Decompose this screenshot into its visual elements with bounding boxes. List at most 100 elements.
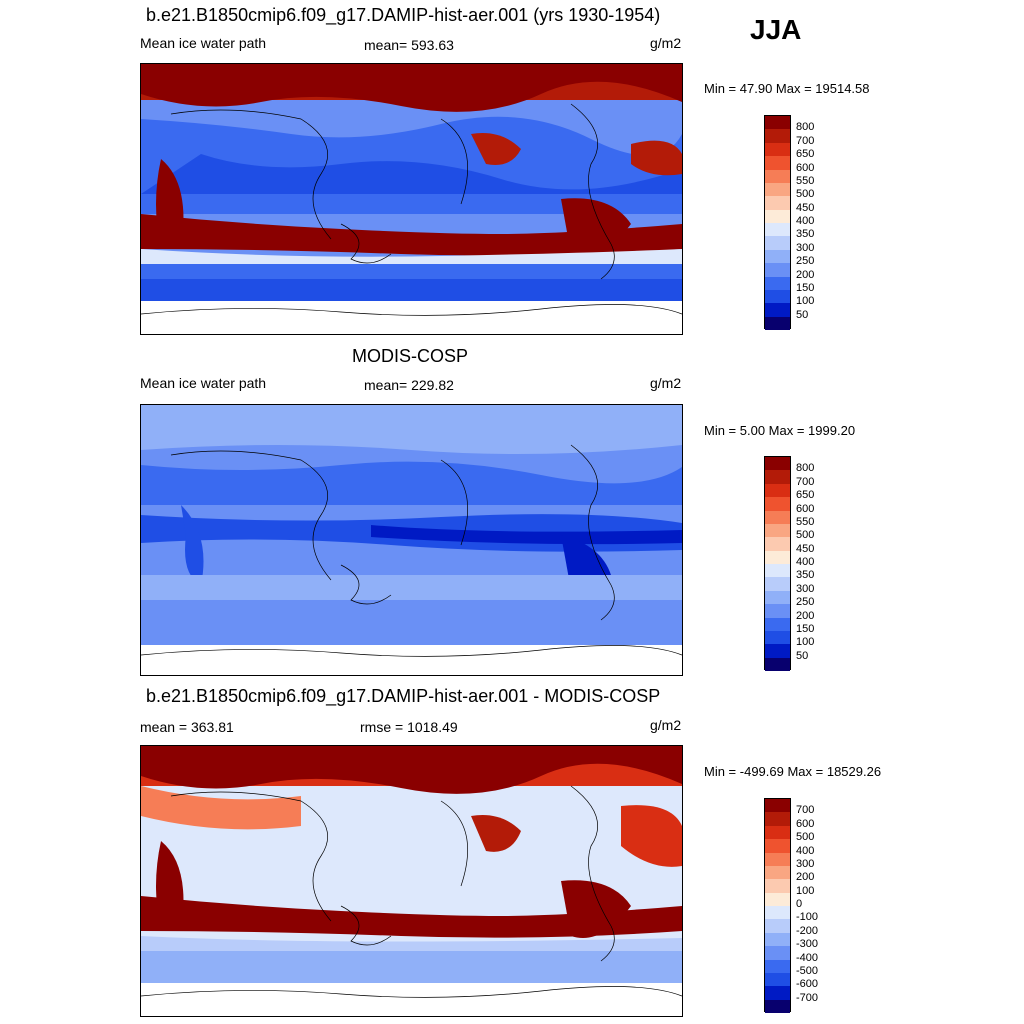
colorbar-swatch	[765, 497, 790, 511]
colorbar-swatch	[765, 865, 790, 880]
panel2-units: g/m2	[650, 375, 682, 391]
colorbar-tick-label: 150	[796, 622, 815, 635]
colorbar-tick-label: 200	[796, 268, 815, 281]
colorbar-swatch	[765, 852, 790, 866]
colorbar-swatch	[765, 483, 790, 498]
colorbar-tick-label: 200	[796, 871, 815, 884]
colorbar-swatch	[765, 182, 790, 197]
colorbar-tick-label: -100	[796, 911, 819, 924]
colorbar-swatch	[765, 839, 790, 853]
colorbar-tick-label: -400	[796, 951, 819, 964]
colorbar-swatch	[765, 156, 790, 170]
colorbar-swatch	[765, 289, 790, 304]
colorbar-swatch	[765, 276, 790, 290]
colorbar-swatch	[765, 812, 790, 826]
panel3-mean: mean = 363.81	[140, 719, 234, 735]
colorbar-tick-label: 250	[796, 596, 815, 609]
colorbar-swatch	[765, 577, 790, 591]
colorbar-swatch	[765, 236, 790, 250]
colorbar-tick-label: 650	[796, 148, 815, 161]
panel1-left-label: Mean ice water path	[140, 35, 267, 51]
colorbar-swatch	[765, 972, 790, 987]
colorbar-tick-label: 550	[796, 174, 815, 187]
colorbar-tick-label: 600	[796, 161, 815, 174]
colorbar-swatch	[765, 879, 790, 893]
panel3-rmse: rmse = 1018.49	[360, 719, 458, 735]
colorbar-swatch	[765, 959, 790, 973]
colorbar-tick-label: 450	[796, 542, 815, 555]
colorbar-swatch	[765, 116, 790, 130]
colorbar-tick-label: -200	[796, 924, 819, 937]
colorbar-tick-label: 50	[796, 308, 809, 321]
colorbar-tick-label: -700	[796, 991, 819, 1004]
colorbar-swatch	[765, 906, 790, 920]
colorbar-tick-label: 300	[796, 582, 815, 595]
panel2-mean: mean= 229.82	[364, 377, 454, 393]
colorbar-swatch	[765, 129, 790, 143]
colorbar-tick-label: 800	[796, 462, 815, 475]
colorbar-tick-label: 250	[796, 255, 815, 268]
colorbar-swatch	[765, 617, 790, 631]
colorbar-tick-label: 400	[796, 556, 815, 568]
panel2-colorbar	[764, 456, 791, 671]
colorbar-tick-label: 700	[796, 134, 815, 147]
panel2-map	[140, 404, 683, 676]
colorbar-swatch	[765, 590, 790, 605]
colorbar-swatch	[765, 169, 790, 183]
colorbar-tick-label: 500	[796, 529, 815, 542]
colorbar-tick-label: 50	[796, 649, 809, 662]
colorbar-swatch	[765, 223, 790, 237]
colorbar-tick-label: 500	[796, 831, 815, 844]
colorbar-swatch	[765, 470, 790, 484]
panel2-left-label: Mean ice water path	[140, 375, 267, 391]
colorbar-tick-label: 150	[796, 281, 815, 294]
colorbar-swatch	[765, 604, 790, 618]
colorbar-swatch	[765, 510, 790, 524]
panel3-minmax: Min = -499.69 Max = 18529.26	[704, 764, 882, 779]
colorbar-swatch	[765, 825, 790, 840]
colorbar-swatch	[765, 523, 790, 538]
season-label: JJA	[750, 14, 802, 45]
colorbar-tick-label: 350	[796, 228, 815, 241]
panel1-map	[140, 63, 683, 335]
colorbar-swatch	[765, 316, 790, 330]
colorbar-swatch	[765, 249, 790, 264]
colorbar-tick-label: 600	[796, 817, 815, 830]
panel1-colorbar	[764, 115, 791, 330]
colorbar-tick-label: 400	[796, 844, 815, 857]
colorbar-tick-label: -600	[796, 978, 819, 991]
colorbar-tick-label: 100	[796, 295, 815, 308]
colorbar-swatch	[765, 986, 790, 1000]
colorbar-tick-label: -500	[796, 964, 819, 977]
colorbar-swatch	[765, 892, 790, 906]
colorbar-swatch	[765, 457, 790, 471]
colorbar-tick-label: 0	[796, 898, 803, 910]
colorbar-swatch	[765, 263, 790, 277]
colorbar-swatch	[765, 196, 790, 210]
panel2-minmax: Min = 5.00 Max = 1999.20	[704, 423, 856, 438]
colorbar-swatch	[765, 657, 790, 671]
colorbar-tick-label: 700	[796, 475, 815, 488]
colorbar-tick-label: 500	[796, 188, 815, 201]
colorbar-swatch	[765, 946, 790, 960]
colorbar-tick-label: 600	[796, 502, 815, 515]
panel2-title: MODIS-COSP	[352, 346, 469, 366]
colorbar-tick-label: 100	[796, 636, 815, 649]
colorbar-tick-label: 350	[796, 569, 815, 582]
colorbar-swatch	[765, 142, 790, 157]
colorbar-tick-label: 700	[796, 804, 815, 817]
colorbar-swatch	[765, 537, 790, 551]
colorbar-tick-label: 650	[796, 489, 815, 502]
colorbar-swatch	[765, 303, 790, 317]
colorbar-swatch	[765, 799, 790, 813]
panel1-mean: mean= 593.63	[364, 37, 454, 53]
colorbar-swatch	[765, 919, 790, 933]
colorbar-swatch	[765, 644, 790, 658]
colorbar-swatch	[765, 550, 790, 564]
panel3-map	[140, 745, 683, 1017]
colorbar-tick-label: 800	[796, 121, 815, 134]
colorbar-tick-label: -300	[796, 938, 819, 951]
panel3-units: g/m2	[650, 717, 682, 733]
panel1-minmax: Min = 47.90 Max = 19514.58	[704, 81, 870, 96]
colorbar-swatch	[765, 564, 790, 578]
